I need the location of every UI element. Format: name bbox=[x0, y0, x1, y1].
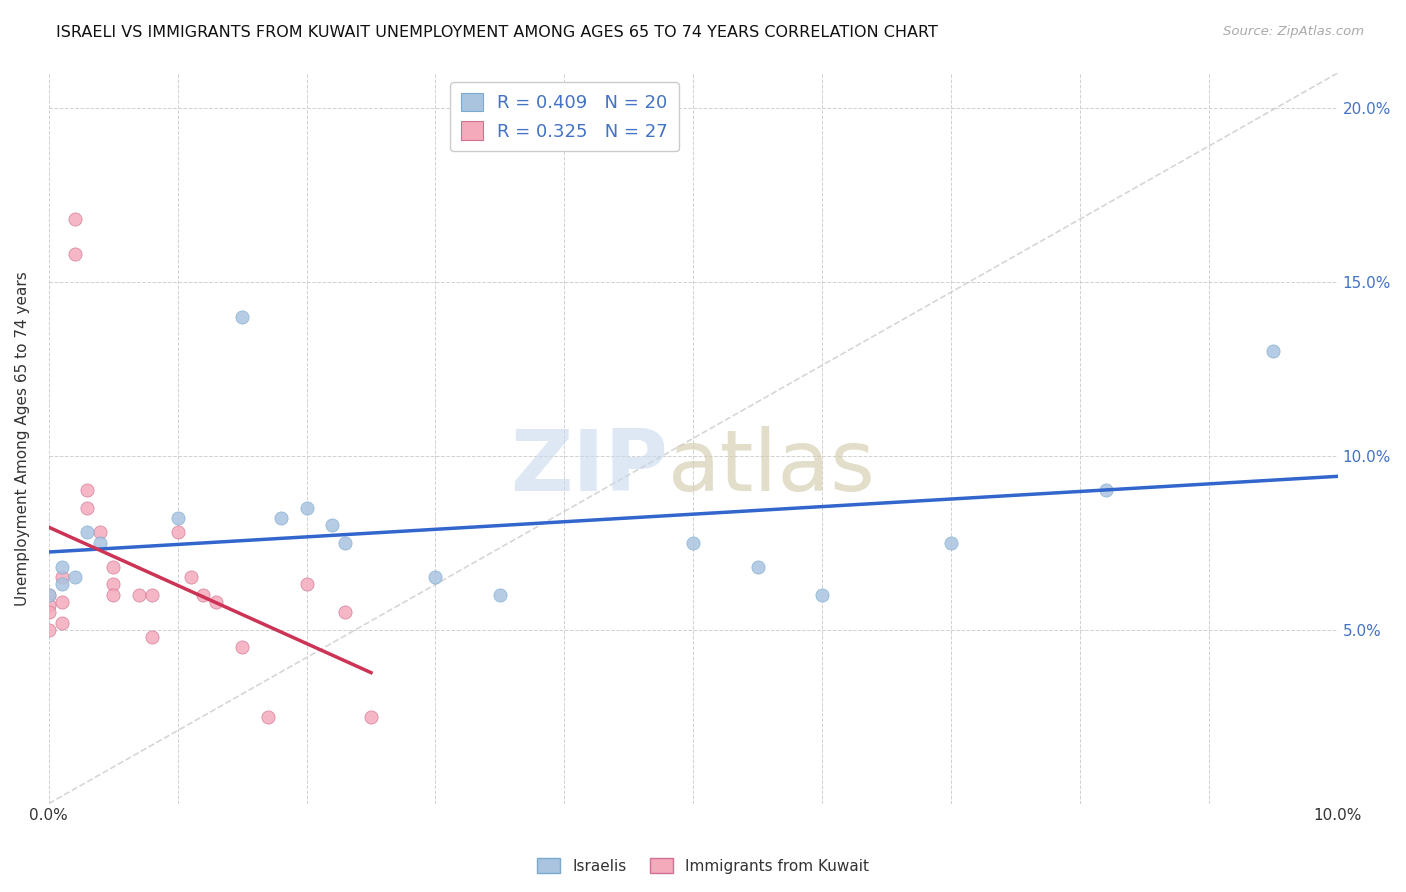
Point bbox=[103, 577, 125, 591]
Point bbox=[63, 570, 86, 584]
Point bbox=[747, 560, 769, 574]
Point bbox=[76, 500, 98, 515]
Point bbox=[231, 640, 253, 654]
Point bbox=[141, 588, 163, 602]
Y-axis label: Unemployment Among Ages 65 to 74 years: Unemployment Among Ages 65 to 74 years bbox=[15, 271, 30, 606]
Point bbox=[180, 570, 202, 584]
Point bbox=[63, 212, 86, 227]
Text: Source: ZipAtlas.com: Source: ZipAtlas.com bbox=[1223, 25, 1364, 38]
Point bbox=[1263, 344, 1285, 359]
Point bbox=[295, 577, 318, 591]
Point bbox=[939, 535, 962, 549]
Point bbox=[682, 535, 704, 549]
Point bbox=[360, 709, 382, 723]
Point bbox=[89, 535, 111, 549]
Point bbox=[811, 588, 834, 602]
Point bbox=[63, 247, 86, 261]
Point bbox=[257, 709, 280, 723]
Point bbox=[489, 588, 512, 602]
Point bbox=[425, 570, 447, 584]
Legend: Israelis, Immigrants from Kuwait: Israelis, Immigrants from Kuwait bbox=[531, 852, 875, 880]
Point bbox=[128, 588, 150, 602]
Point bbox=[51, 595, 73, 609]
Legend: R = 0.409   N = 20, R = 0.325   N = 27: R = 0.409 N = 20, R = 0.325 N = 27 bbox=[450, 82, 679, 152]
Point bbox=[51, 615, 73, 630]
Point bbox=[205, 595, 228, 609]
Point bbox=[51, 560, 73, 574]
Point bbox=[51, 570, 73, 584]
Point bbox=[166, 511, 188, 525]
Point bbox=[295, 500, 318, 515]
Text: ISRAELI VS IMMIGRANTS FROM KUWAIT UNEMPLOYMENT AMONG AGES 65 TO 74 YEARS CORRELA: ISRAELI VS IMMIGRANTS FROM KUWAIT UNEMPL… bbox=[56, 25, 938, 40]
Point bbox=[103, 560, 125, 574]
Point bbox=[1094, 483, 1116, 498]
Point bbox=[76, 483, 98, 498]
Point bbox=[89, 525, 111, 540]
Point bbox=[38, 605, 60, 619]
Point bbox=[193, 588, 215, 602]
Point bbox=[166, 525, 188, 540]
Point bbox=[38, 623, 60, 637]
Point bbox=[335, 535, 357, 549]
Point bbox=[270, 511, 292, 525]
Point bbox=[76, 525, 98, 540]
Text: ZIP: ZIP bbox=[510, 426, 668, 509]
Point bbox=[141, 630, 163, 644]
Point bbox=[335, 605, 357, 619]
Point bbox=[103, 588, 125, 602]
Point bbox=[38, 588, 60, 602]
Point bbox=[51, 577, 73, 591]
Text: atlas: atlas bbox=[668, 426, 876, 509]
Point bbox=[38, 599, 60, 613]
Point bbox=[321, 518, 343, 533]
Point bbox=[231, 310, 253, 324]
Point bbox=[38, 588, 60, 602]
